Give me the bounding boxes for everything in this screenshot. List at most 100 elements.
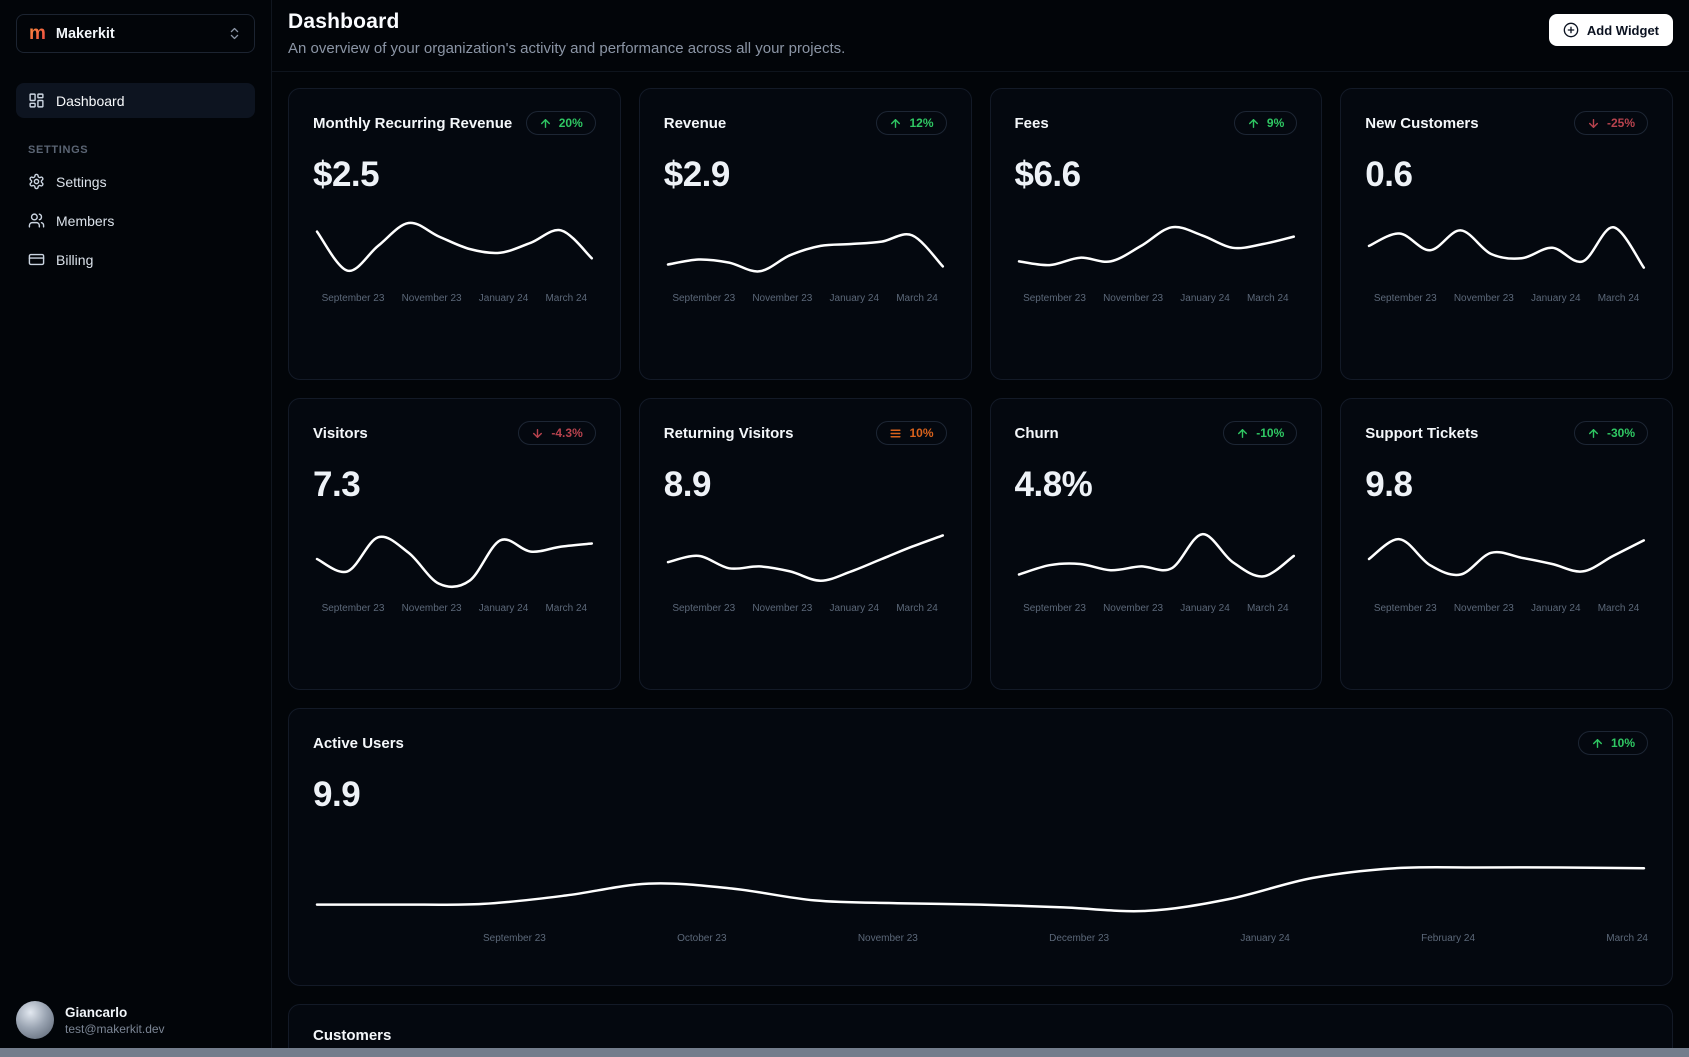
metric-title: Fees: [1014, 114, 1049, 132]
axis-label: November 23: [752, 603, 813, 614]
axis-label: November 23: [1103, 293, 1164, 304]
metric-cards-grid: Monthly Recurring Revenue 20% $2.5 Septe…: [288, 88, 1673, 986]
trend-badge: -4.3%: [518, 421, 596, 445]
x-axis-labels: September 23 November 23 January 24 March 2…: [1365, 293, 1648, 304]
metric-value: 9.9: [313, 775, 361, 814]
sidebar-item-label: Billing: [56, 251, 94, 268]
axis-label: February 24: [1421, 933, 1476, 944]
metric-value: $2.9: [663, 155, 731, 194]
axis-label: September 23: [321, 603, 385, 614]
sidebar: m Makerkit Dashboard SETTINGS Settings M…: [0, 0, 272, 1057]
trend-badge: 10%: [1577, 731, 1648, 755]
axis-label: March 24: [1597, 603, 1640, 614]
add-widget-button[interactable]: Add Widget: [1548, 14, 1673, 46]
axis-label: September 23: [672, 293, 736, 304]
main-area: Dashboard An overview of your organizati…: [272, 0, 1689, 1057]
axis-label: September 23: [321, 293, 385, 304]
metric-card: Support Tickets -30% 9.8 September 23 Nov…: [1340, 398, 1673, 690]
sidebar-item-label: Members: [56, 212, 115, 229]
axis-label: November 23: [401, 603, 462, 614]
metric-value: 9.8: [1365, 465, 1413, 504]
sidebar-item-members[interactable]: Members: [16, 203, 255, 238]
arrow-down-icon: [531, 427, 544, 440]
user-profile[interactable]: Giancarlo test@makerkit.dev: [16, 1001, 165, 1039]
axis-label: March 24: [896, 603, 938, 614]
sparkline-chart: [315, 221, 594, 272]
axis-label: March 24: [545, 293, 588, 304]
sidebar-item-label: Settings: [56, 173, 107, 190]
metric-card: New Customers -25% 0.6 September 23 Novem…: [1340, 88, 1673, 380]
axis-label: January 24: [478, 293, 529, 304]
sparkline-chart: [315, 535, 594, 589]
x-axis-labels: September 23 November 23 January 24 March 2…: [1365, 603, 1648, 614]
axis-label: March 24: [1597, 293, 1640, 304]
customers-title: Customers: [313, 1027, 392, 1044]
settings-section-label: SETTINGS: [28, 144, 89, 156]
axis-label: January 24: [1531, 603, 1581, 614]
sidebar-item-billing[interactable]: Billing: [16, 242, 255, 277]
menu-icon: [889, 427, 902, 440]
trend-badge: 10%: [876, 421, 947, 445]
axis-label: March 24: [545, 603, 588, 614]
sparkline-chart: [1368, 537, 1646, 577]
user-name: Giancarlo: [65, 1004, 128, 1020]
metric-card: Visitors -4.3% 7.3 September 23 November …: [288, 398, 621, 690]
dashboard-content: Monthly Recurring Revenue 20% $2.5 Septe…: [272, 72, 1689, 1057]
metric-title: Active Users: [313, 734, 404, 752]
metric-value: 0.6: [1365, 155, 1413, 194]
bottom-edge-bar: [0, 1048, 1689, 1057]
avatar: [16, 1001, 54, 1039]
axis-label: November 23: [857, 933, 918, 944]
page-subtitle: An overview of your organization's activ…: [288, 40, 846, 57]
trend-value: 9%: [1266, 116, 1285, 130]
trend-value: 20%: [558, 116, 583, 130]
metric-title: Revenue: [663, 114, 727, 132]
sparkline-chart: [1368, 226, 1646, 269]
axis-label: December 23: [1049, 933, 1110, 944]
trend-badge: -30%: [1573, 421, 1648, 445]
trend-badge: -10%: [1223, 421, 1298, 445]
trend-value: 10%: [909, 426, 934, 440]
axis-label: January 24: [1531, 293, 1581, 304]
axis-label: September 23: [672, 603, 736, 614]
workspace-name: Makerkit: [55, 25, 115, 42]
arrow-down-icon: [1587, 117, 1600, 130]
trend-badge: 12%: [876, 111, 947, 135]
axis-label: January 24: [478, 603, 529, 614]
metric-card: Revenue 12% $2.9 September 23 November 23…: [638, 88, 972, 380]
metric-value: $2.5: [313, 155, 380, 194]
sidebar-item-dashboard[interactable]: Dashboard: [16, 83, 255, 118]
axis-label: September 23: [483, 933, 546, 944]
arrow-up-icon: [1247, 117, 1260, 130]
arrow-up-icon: [539, 117, 552, 130]
trend-value: -25%: [1606, 116, 1635, 130]
makerkit-logo: m: [29, 23, 46, 44]
arrow-up-icon: [1587, 427, 1600, 440]
sidebar-item-settings[interactable]: Settings: [16, 164, 255, 199]
axis-label: September 23: [1023, 603, 1086, 614]
axis-label: November 23: [752, 293, 813, 304]
metric-title: Returning Visitors: [663, 424, 794, 442]
axis-label: January 24: [1180, 293, 1230, 304]
metric-value: 7.3: [313, 465, 361, 504]
metric-value: 4.8%: [1014, 465, 1093, 504]
metric-value: $6.6: [1014, 155, 1082, 194]
trend-value: 12%: [909, 116, 934, 130]
trend-value: -10%: [1256, 426, 1285, 440]
metric-title: Monthly Recurring Revenue: [313, 114, 513, 132]
users-icon: [28, 212, 45, 229]
metric-title: Support Tickets: [1365, 424, 1479, 442]
page-header: Dashboard An overview of your organizati…: [272, 0, 1689, 72]
sparkline-chart: [1017, 225, 1295, 267]
axis-label: March 24: [1246, 293, 1289, 304]
circle-plus-icon: [1563, 22, 1579, 38]
metric-card: Churn -10% 4.8% September 23 November 23 J…: [989, 398, 1323, 690]
sparkline-chart: [1017, 532, 1295, 578]
metric-title: Churn: [1014, 424, 1059, 442]
axis-label: October 23: [677, 933, 727, 944]
x-axis-labels: September 23 November 23 January 24 March 2…: [1015, 293, 1298, 304]
workspace-selector[interactable]: m Makerkit: [16, 14, 255, 53]
trend-value: -30%: [1606, 426, 1635, 440]
axis-label: January 24: [1240, 933, 1290, 944]
axis-label: January 24: [829, 603, 880, 614]
